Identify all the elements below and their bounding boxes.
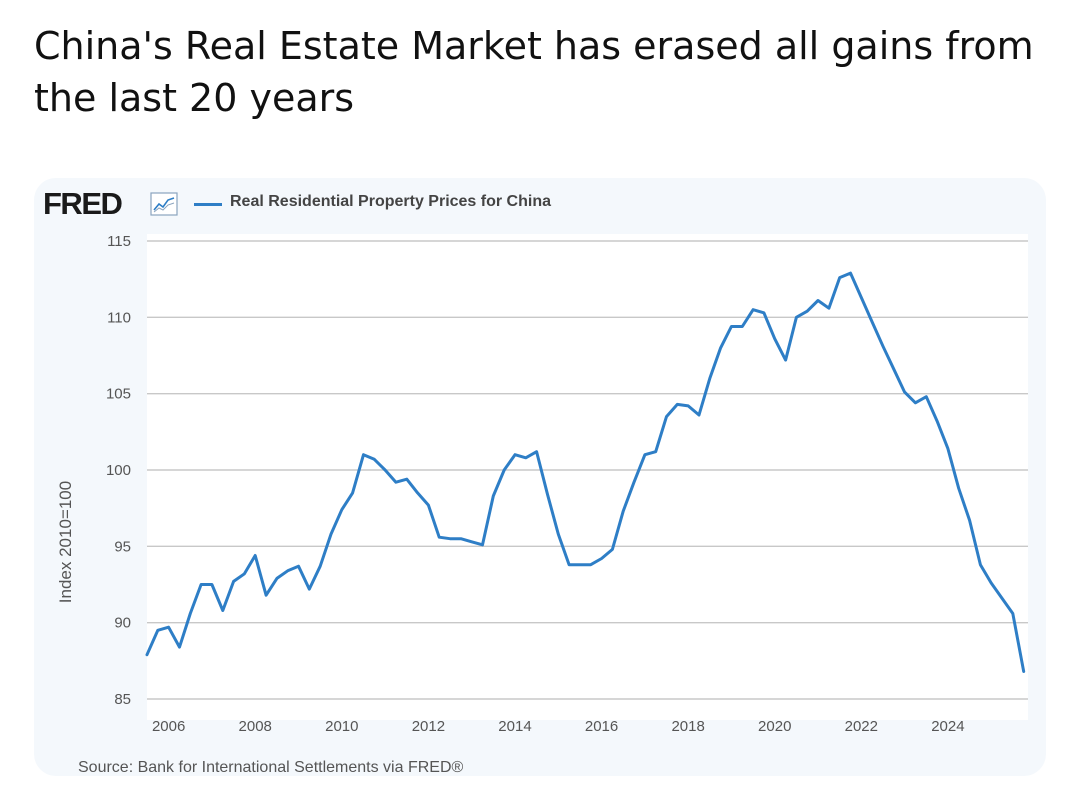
y-tick-label: 100 [106,462,131,479]
series-lines [145,271,1026,673]
post-title: China's Real Estate Market has erased al… [34,24,1034,120]
x-tick-label: 2024 [931,718,964,735]
x-tick-label: 2010 [325,718,358,735]
x-tick-label: 2006 [152,718,185,735]
series-line[interactable] [145,271,1026,673]
y-tick-label: 115 [107,233,131,250]
y-tick-label: 90 [114,615,131,632]
y-tick-label: 95 [114,538,131,555]
plot-background [147,234,1028,720]
source-note[interactable]: Source: Bank for International Settlemen… [78,759,464,776]
gridlines [147,240,1028,700]
x-tick-labels: 2006 2008 2010 2012 2014 2016 2018 2020 2022 2024 [152,718,965,735]
y-tick-label: 105 [106,386,131,403]
chart-card: FRED Real Residential Property Prices fo… [34,178,1046,776]
x-tick-label: 2020 [758,718,791,735]
x-tick-label: 2014 [498,718,531,735]
y-axis-label: Index 2010=100 [56,480,75,604]
x-tick-label: 2008 [239,718,272,735]
fred-logo[interactable]: FRED [43,186,123,221]
line-chart-icon[interactable] [150,192,178,216]
x-tick-label: 2018 [671,718,704,735]
x-tick-label: 2012 [412,718,445,735]
legend-swatch [194,203,222,206]
x-tick-label: 2016 [585,718,618,735]
y-tick-labels: 85 90 95 100 105 110 115 [106,233,131,708]
legend-label: Real Residential Property Prices for Chi… [230,193,551,210]
y-tick-label: 110 [107,309,131,326]
x-tick-label: 2022 [845,718,878,735]
y-tick-label: 85 [114,691,131,708]
